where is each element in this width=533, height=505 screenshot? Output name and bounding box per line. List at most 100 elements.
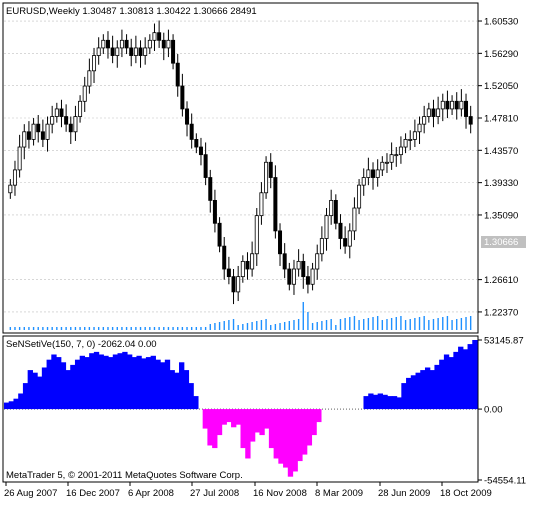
candle-body [394,154,399,157]
indicator-bar [13,398,19,410]
indicator-bar [74,359,81,410]
indicator-bar [472,340,478,410]
time-tick-label: 16 Dec 2007 [66,488,120,499]
indicator-bar [453,351,459,410]
candle-body [157,32,162,41]
indicator-bar [311,409,317,436]
indicator-bar [406,377,412,410]
indicator-bar [46,359,52,410]
candle-body [366,169,371,178]
candle-body [389,154,394,163]
candle-body [468,116,473,125]
candle-body [161,39,166,49]
candle-body [138,47,143,56]
candle-body [324,215,329,239]
indicator-bar [56,357,62,410]
candle-body [212,199,217,224]
indicator-bar [122,351,128,410]
indicator-bar [93,351,100,410]
indicator-bar [79,355,86,410]
time-tick-label: 18 Oct 2009 [440,488,492,499]
chart-header: EURUSD,Weekly 1.30487 1.30813 1.30422 1.… [6,6,257,17]
candle-body [231,276,236,293]
candle-body [166,39,171,49]
candle-body [87,70,92,87]
indicator-bar [207,409,213,446]
indicator-bar [212,409,218,449]
indicator-bar [70,364,76,410]
indicator-bar [306,409,313,446]
candle-body [59,108,64,117]
price-tick-label: 1.60530 [484,17,518,28]
indicator-bar [84,357,90,410]
indicator-bar [273,409,279,459]
candle-body [17,146,22,171]
indicator-bar [429,370,436,410]
indicator-bar [259,409,265,436]
price-panel[interactable] [2,2,479,334]
candle-body [240,260,245,278]
candle-body [64,116,69,125]
candle-body [250,253,255,270]
candle-body [412,131,417,140]
candle-body [338,222,343,239]
indicator-bar [292,409,298,472]
price-tick-label: 1.26610 [484,275,518,286]
indicator-tick-label: 0.00 [484,405,503,416]
indicator-bar [131,357,138,410]
candle-body [361,177,366,186]
candle-body [152,32,157,41]
indicator-bar [235,409,242,425]
copyright-text: MetaTrader 5, © 2001-2011 MetaQuotes Sof… [6,470,243,481]
indicator-bar [448,357,454,410]
candle-body [264,161,269,194]
candle-body [319,238,324,255]
candle-body [380,161,385,171]
indicator-bar [37,376,43,410]
indicator-bar [226,409,232,423]
candle-body [347,230,352,247]
price-tick-label: 1.35090 [484,210,518,221]
candlesticks[interactable] [8,20,473,305]
candle-body [12,169,17,186]
indicator-bar [183,370,190,410]
candle-body [305,276,310,285]
price-tick-label: 1.52050 [484,81,518,92]
indicator-bar [193,396,199,410]
indicator-bar [202,409,208,429]
price-axis: 1.60530 1.56290 1.52050 1.47810 1.43570 1.393… [478,17,518,318]
candle-body [426,108,431,117]
candle-body [96,47,101,56]
indicator-bar [169,370,175,410]
indicator-bar [245,409,251,459]
indicator-tick-label: 53145.87 [484,336,524,347]
candle-body [110,47,115,56]
candle-body [450,100,455,110]
indicator-bar [145,357,152,410]
indicator-bar [415,372,421,410]
candle-body [119,39,124,49]
price-grid [4,20,477,313]
candle-body [40,131,45,140]
candle-body [371,169,376,178]
candle-body [189,123,194,140]
indicator-bar [391,396,398,410]
candle-body [333,199,338,224]
candle-body [282,253,287,270]
indicator-bar [396,397,402,410]
time-tick-label: 27 Jul 2008 [190,488,239,499]
current-price-tag [481,236,526,248]
indicator-bar [126,354,133,410]
candle-body [171,39,176,64]
candle-body [92,55,97,72]
indicator-bar [18,393,24,410]
indicator-bar [141,358,147,410]
candle-body [124,39,129,49]
indicator-bar [221,409,227,425]
candle-body [226,268,231,278]
candle-body [352,207,357,232]
indicator-bar [249,409,256,442]
indicator-bar [377,393,383,410]
candle-body [301,260,306,278]
